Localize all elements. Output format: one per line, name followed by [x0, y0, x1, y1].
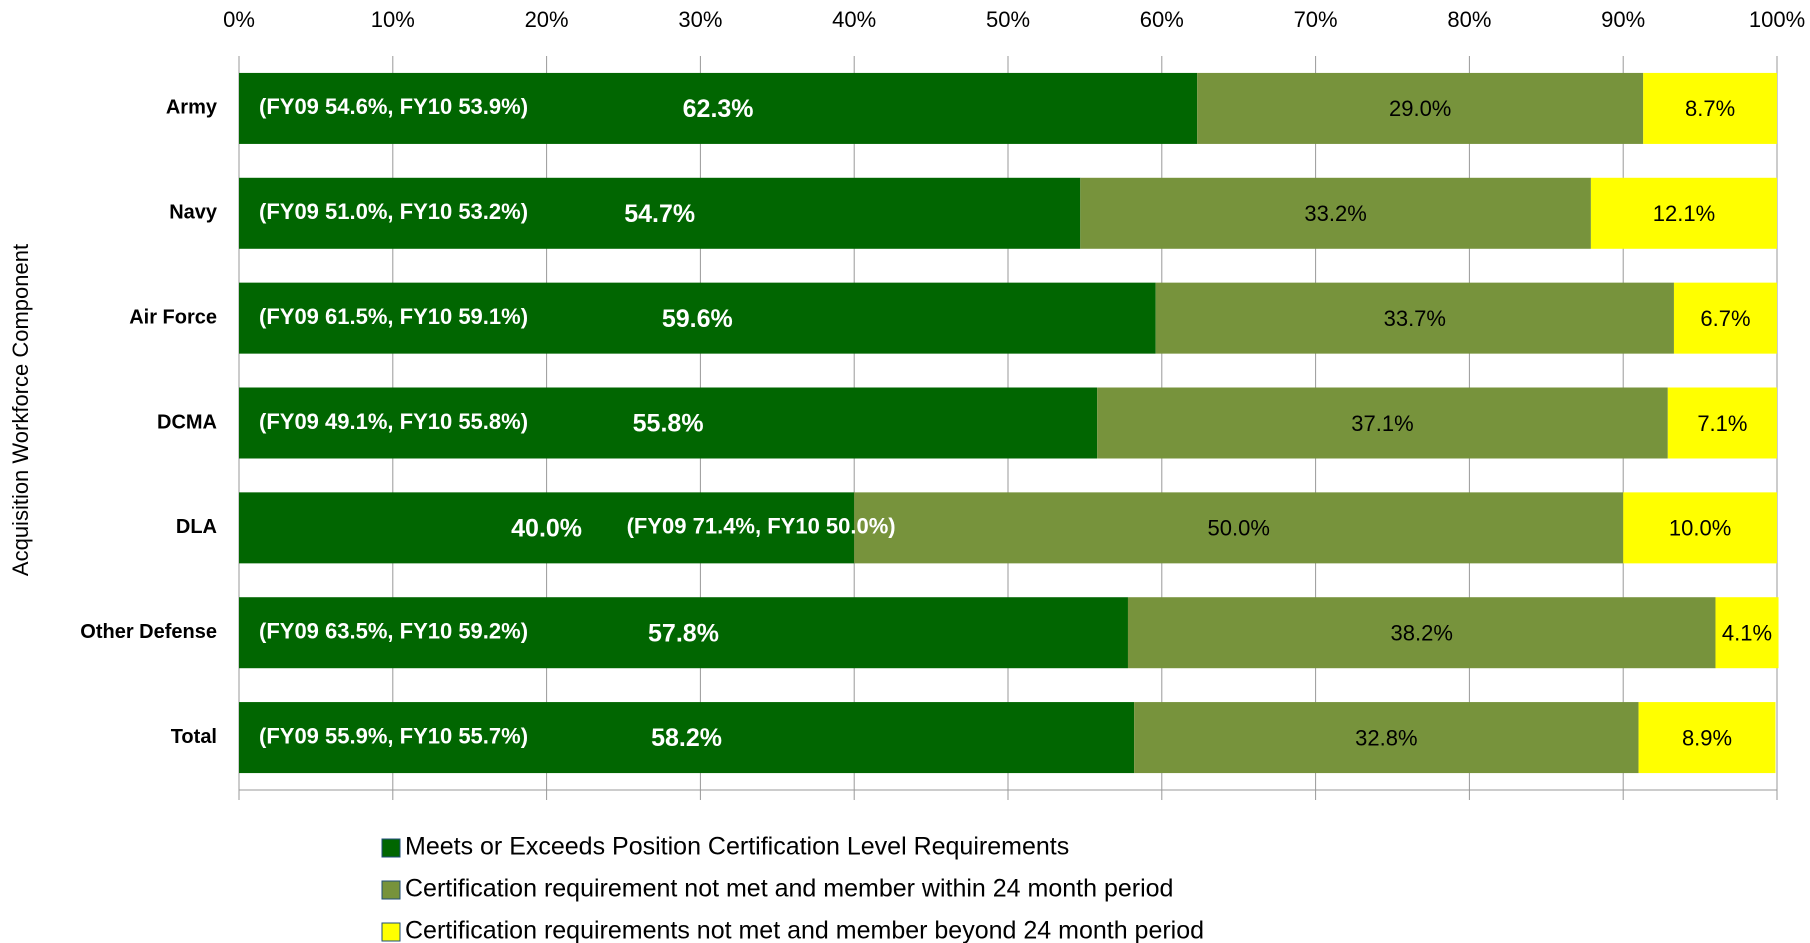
value-label: 32.8% — [1355, 725, 1417, 750]
bar-segment — [854, 492, 1624, 564]
x-tick-label: 80% — [1447, 7, 1491, 32]
bar-segment — [1638, 702, 1776, 774]
value-label: 62.3% — [683, 95, 754, 123]
value-label: 8.7% — [1685, 96, 1735, 121]
bar-segment — [239, 282, 1156, 354]
x-tick-label: 100% — [1749, 7, 1805, 32]
x-tick-label: 20% — [525, 7, 569, 32]
x-tick-label: 70% — [1294, 7, 1338, 32]
annotation: (FY09 63.5%, FY10 59.2%) — [259, 619, 528, 644]
x-tick-label: 0% — [223, 7, 255, 32]
category-label: Army — [166, 97, 218, 119]
x-tick-label: 40% — [832, 7, 876, 32]
annotation: (FY09 55.9%, FY10 55.7%) — [259, 723, 528, 748]
category-label: DLA — [176, 516, 217, 538]
annotation: (FY09 54.6%, FY10 53.9%) — [259, 94, 528, 119]
category-label: Total — [171, 726, 217, 748]
bar-segment — [239, 72, 1198, 144]
legend-swatch — [381, 838, 401, 858]
category-label: Air Force — [129, 306, 217, 328]
bar-segment — [1623, 492, 1777, 564]
x-tick-label: 30% — [678, 7, 722, 32]
legend-swatch — [381, 880, 401, 900]
value-label: 59.6% — [662, 305, 733, 333]
annotation: (FY09 71.4%, FY10 50.0%) — [627, 514, 896, 539]
value-label: 57.8% — [648, 619, 719, 647]
value-label: 12.1% — [1653, 201, 1715, 226]
value-label: 50.0% — [1208, 516, 1270, 541]
bar-segment — [239, 387, 1098, 459]
x-tick-label: 10% — [371, 7, 415, 32]
bar-segment — [1127, 597, 1716, 669]
value-label: 40.0% — [511, 514, 582, 542]
bar-segment — [239, 702, 1135, 774]
legend-label: Meets or Exceeds Position Certification … — [405, 833, 1069, 861]
bar-segment — [1667, 387, 1777, 459]
bar-segment — [1134, 702, 1639, 774]
bar-segment — [1197, 72, 1644, 144]
x-tick-label: 50% — [986, 7, 1030, 32]
legend-swatch — [381, 922, 401, 942]
x-tick-label: 60% — [1140, 7, 1184, 32]
legend-label: Certification requirements not met and m… — [405, 917, 1204, 943]
value-label: 4.1% — [1722, 621, 1772, 646]
bar-segment — [1080, 177, 1591, 249]
value-label: 58.2% — [651, 724, 722, 752]
bar-segment — [239, 597, 1128, 669]
legend-label: Certification requirement not met and me… — [405, 875, 1173, 903]
bar-segment — [1673, 282, 1777, 354]
category-label: DCMA — [157, 411, 217, 433]
value-label: 55.8% — [633, 410, 704, 438]
bar-segment — [1097, 387, 1668, 459]
bar-segment — [239, 492, 855, 564]
value-label: 6.7% — [1700, 306, 1750, 331]
value-label: 8.9% — [1682, 725, 1732, 750]
value-label: 7.1% — [1697, 411, 1747, 436]
value-label: 37.1% — [1351, 411, 1413, 436]
bar-segment — [1155, 282, 1674, 354]
value-label: 10.0% — [1669, 516, 1731, 541]
annotation: (FY09 61.5%, FY10 59.1%) — [259, 304, 528, 329]
bar-segment — [1590, 177, 1777, 249]
value-label: 54.7% — [624, 200, 695, 228]
annotation: (FY09 51.0%, FY10 53.2%) — [259, 199, 528, 224]
annotation: (FY09 49.1%, FY10 55.8%) — [259, 409, 528, 434]
bar-segment — [1643, 72, 1777, 144]
category-label: Other Defense — [80, 621, 217, 643]
category-label: Navy — [169, 202, 218, 224]
value-label: 33.2% — [1304, 201, 1366, 226]
x-tick-label: 90% — [1601, 7, 1645, 32]
value-label: 38.2% — [1391, 621, 1453, 646]
bar-segment — [239, 177, 1081, 249]
value-label: 33.7% — [1384, 306, 1446, 331]
value-label: 29.0% — [1389, 96, 1451, 121]
bar-segment — [1715, 597, 1779, 669]
y-axis-label: Acquisition Workforce Component — [8, 244, 33, 576]
